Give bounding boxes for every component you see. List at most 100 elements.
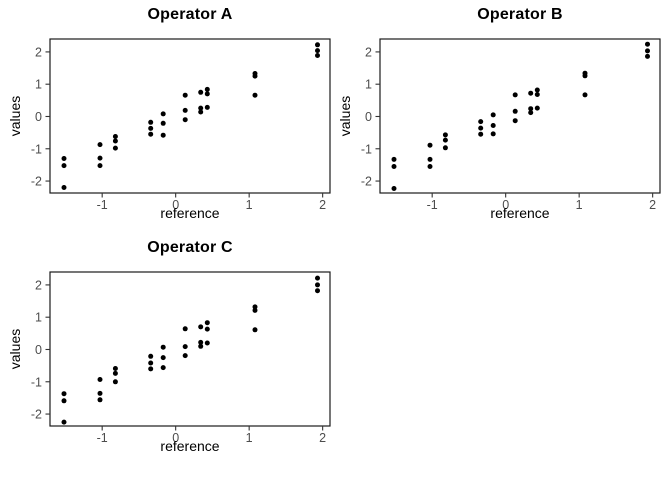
data-point bbox=[112, 366, 118, 371]
x-axis-label: reference bbox=[490, 205, 550, 221]
y-axis-tick-label: -2 bbox=[361, 175, 372, 189]
y-axis-tick-label: 0 bbox=[35, 343, 42, 357]
x-axis-tick-label: 2 bbox=[319, 431, 326, 445]
data-point bbox=[582, 73, 588, 79]
data-point bbox=[148, 119, 154, 125]
plot-panel-border bbox=[379, 38, 661, 194]
y-axis-label: values bbox=[7, 328, 23, 370]
data-point bbox=[112, 145, 118, 151]
y-axis-tick-label: -1 bbox=[31, 375, 42, 389]
panel-title: Operator C bbox=[147, 239, 233, 256]
x-axis-tick-label: 0 bbox=[172, 198, 179, 212]
panel-operator-a: -1 0 1 2 -2 -1 0 1 2 Operator A reference values bbox=[0, 0, 336, 240]
data-point bbox=[204, 86, 210, 92]
data-point bbox=[112, 134, 118, 139]
x-axis-tick-label: -1 bbox=[427, 198, 438, 212]
y-axis-label: values bbox=[337, 95, 353, 137]
data-point bbox=[391, 186, 397, 191]
data-point bbox=[204, 91, 210, 97]
x-axis-tick-label: -1 bbox=[97, 431, 108, 445]
data-point bbox=[61, 185, 67, 190]
data-point bbox=[512, 108, 518, 114]
data-point bbox=[148, 125, 154, 131]
data-point bbox=[490, 131, 496, 137]
data-point bbox=[204, 326, 210, 332]
y-axis-label: values bbox=[7, 95, 23, 137]
plot-panel-border bbox=[49, 271, 331, 427]
data-point bbox=[528, 106, 534, 112]
panel-operator-c: -1 0 1 2 -2 -1 0 1 2 Operator C reference values bbox=[0, 233, 336, 473]
x-axis-tick-label: 2 bbox=[319, 198, 326, 212]
y-axis-tick-label: -2 bbox=[31, 408, 42, 422]
x-axis-tick-label: 1 bbox=[576, 198, 583, 212]
data-point bbox=[478, 125, 484, 131]
data-point bbox=[61, 391, 67, 397]
scatter-plot-operator-a: -1 0 1 2 -2 -1 0 1 2 bbox=[31, 38, 331, 212]
data-point bbox=[528, 90, 534, 96]
data-point bbox=[252, 304, 258, 310]
data-point bbox=[148, 360, 154, 366]
y-axis-tick-label: -1 bbox=[31, 142, 42, 156]
data-point bbox=[182, 92, 188, 98]
data-point bbox=[528, 110, 534, 116]
data-point bbox=[97, 390, 103, 396]
x-axis-label: reference bbox=[160, 438, 220, 454]
data-point bbox=[252, 307, 258, 313]
data-point bbox=[61, 156, 67, 161]
data-point bbox=[442, 132, 448, 138]
y-axis-tick-label: 2 bbox=[35, 278, 42, 292]
data-point bbox=[442, 137, 448, 143]
data-point bbox=[160, 132, 166, 138]
data-point bbox=[427, 142, 433, 148]
data-point bbox=[112, 379, 118, 385]
data-point bbox=[112, 370, 118, 376]
y-axis-tick-label: 0 bbox=[365, 110, 372, 124]
x-axis-tick-label: 0 bbox=[172, 431, 179, 445]
y-axis-tick-label: 1 bbox=[35, 78, 42, 92]
data-point bbox=[182, 107, 188, 113]
y-axis-tick-label: 1 bbox=[35, 311, 42, 325]
data-point bbox=[252, 327, 258, 333]
data-point bbox=[427, 164, 433, 169]
scatter-plot-operator-c: -1 0 1 2 -2 -1 0 1 2 bbox=[31, 271, 331, 445]
data-point bbox=[315, 42, 320, 48]
data-point bbox=[198, 89, 204, 95]
data-point bbox=[182, 353, 188, 359]
x-axis-tick-label: -1 bbox=[97, 198, 108, 212]
data-point bbox=[148, 353, 154, 359]
data-point bbox=[645, 41, 650, 47]
x-axis-label: reference bbox=[160, 205, 220, 221]
data-point bbox=[512, 92, 518, 98]
data-point bbox=[512, 118, 518, 124]
data-point bbox=[182, 117, 188, 123]
y-axis-tick-label: 2 bbox=[35, 45, 42, 59]
data-point bbox=[198, 109, 204, 115]
data-point bbox=[148, 131, 154, 137]
panel-title: Operator A bbox=[147, 6, 233, 23]
y-axis-tick-label: 1 bbox=[365, 78, 372, 92]
data-point bbox=[198, 324, 204, 330]
data-point bbox=[391, 156, 397, 162]
y-axis-tick-label: 0 bbox=[35, 110, 42, 124]
data-point bbox=[160, 120, 166, 126]
data-point bbox=[478, 119, 484, 125]
data-point bbox=[534, 87, 540, 93]
data-point bbox=[315, 282, 320, 288]
panel-title: Operator B bbox=[477, 6, 563, 23]
data-point bbox=[160, 111, 166, 117]
data-point bbox=[315, 53, 320, 58]
data-point bbox=[582, 92, 588, 98]
data-point bbox=[442, 145, 448, 151]
y-axis-tick-label: 2 bbox=[365, 45, 372, 59]
data-point bbox=[97, 377, 103, 382]
data-point bbox=[148, 366, 154, 372]
data-point bbox=[182, 344, 188, 350]
data-point bbox=[61, 419, 67, 425]
x-axis-tick-label: 1 bbox=[246, 431, 253, 445]
x-axis-tick-label: 1 bbox=[246, 198, 253, 212]
x-axis-tick-label: 0 bbox=[502, 198, 509, 212]
x-axis-tick-label: 2 bbox=[649, 198, 656, 212]
data-point bbox=[391, 164, 397, 169]
data-point bbox=[490, 112, 496, 118]
